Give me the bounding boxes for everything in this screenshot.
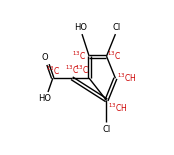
Text: $^{13}$CH: $^{13}$CH bbox=[117, 72, 136, 84]
Text: O: O bbox=[42, 53, 48, 62]
Text: $^{13}$C: $^{13}$C bbox=[75, 64, 89, 76]
Text: HO: HO bbox=[74, 23, 87, 32]
Text: Cl: Cl bbox=[102, 125, 111, 134]
Text: Cl: Cl bbox=[113, 23, 121, 32]
Text: $^{13}$CH: $^{13}$CH bbox=[108, 102, 127, 114]
Text: $^{13}$C: $^{13}$C bbox=[46, 65, 60, 77]
Text: $^{13}$C: $^{13}$C bbox=[107, 50, 121, 62]
Text: HO: HO bbox=[38, 94, 51, 103]
Text: $^{13}$C: $^{13}$C bbox=[72, 50, 86, 62]
Text: $^{13}$C: $^{13}$C bbox=[65, 64, 79, 76]
